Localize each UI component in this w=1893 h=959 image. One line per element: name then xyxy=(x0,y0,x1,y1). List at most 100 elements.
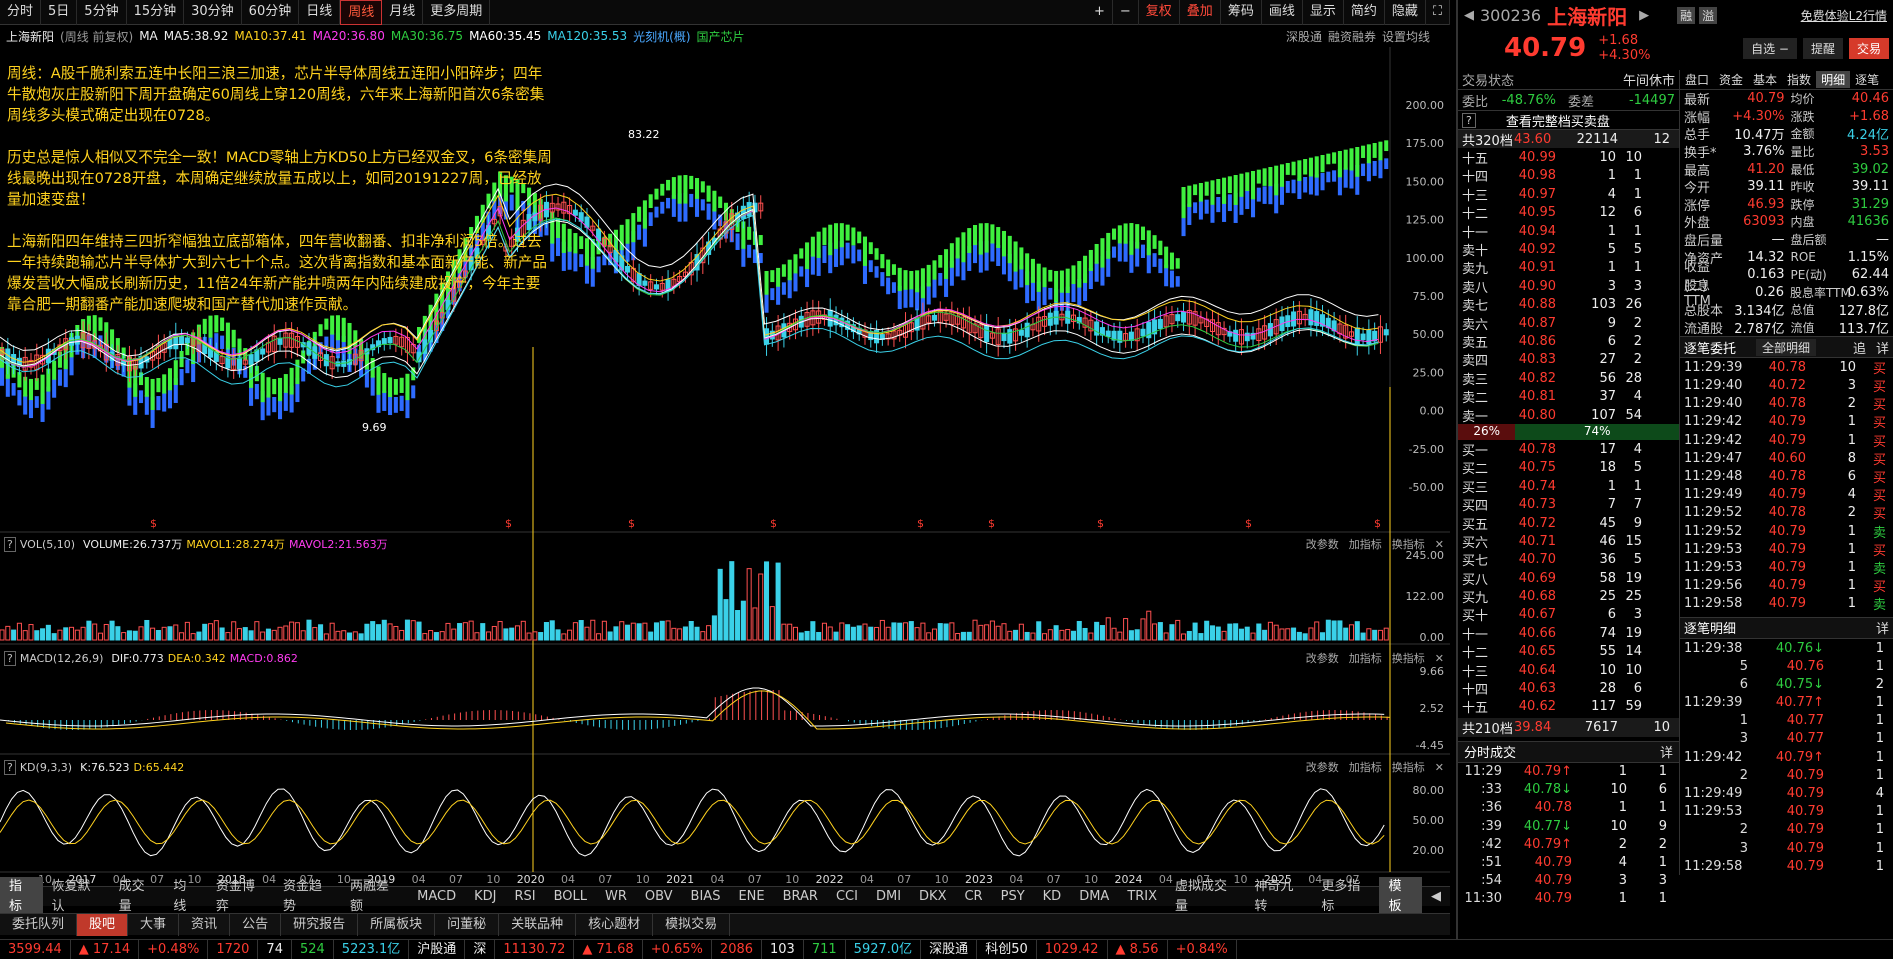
scroll-left-icon[interactable]: ◀ xyxy=(1431,888,1442,904)
info-tab[interactable]: 关联品种 xyxy=(499,913,577,936)
zbwt-row[interactable]: 11:29:42 40.79 1 买 xyxy=(1684,431,1889,450)
ask-row[interactable]: 卖五 40.86 6 2 xyxy=(1462,332,1675,351)
bid-row[interactable]: 买十 40.67 6 3 xyxy=(1462,606,1675,624)
period-tab[interactable]: 60分钟 xyxy=(242,0,300,25)
zbwt-chase-button[interactable]: 追 xyxy=(1852,341,1866,357)
info-tab[interactable]: 核心题材 xyxy=(576,913,654,936)
bid-row[interactable]: 买九 40.68 25 25 xyxy=(1462,587,1675,606)
concept-tag[interactable]: 光刻机(概) xyxy=(633,29,691,44)
zbwt-row[interactable]: 11:29:39 40.78 10 买 xyxy=(1684,358,1889,377)
ask-row[interactable]: 卖九 40.91 1 1 xyxy=(1462,259,1675,277)
indicator-tab[interactable]: 两融差额 xyxy=(350,878,390,914)
bid-row[interactable]: 买三 40.74 1 1 xyxy=(1462,477,1675,496)
huaxian-button[interactable]: 画线 xyxy=(1262,0,1303,25)
indicator-tab[interactable]: 资金趋势 xyxy=(282,878,322,914)
zbwt-row[interactable]: 11:29:56 40.79 1 买 xyxy=(1684,577,1889,595)
info-tab[interactable]: 所属板块 xyxy=(358,913,436,936)
zbwt-row[interactable]: 11:29:53 40.79 1 买 xyxy=(1684,540,1889,559)
zbwt-row[interactable]: 11:29:48 40.78 6 买 xyxy=(1684,467,1889,486)
bid-row[interactable]: 买四 40.73 7 7 xyxy=(1462,495,1675,514)
yincang-button[interactable]: 隐藏 xyxy=(1385,0,1426,25)
ask-row[interactable]: 十一 40.94 1 1 xyxy=(1462,222,1675,241)
indicator-tab[interactable]: CR xyxy=(964,888,983,904)
ask-row[interactable]: 卖七 40.88 103 26 xyxy=(1462,296,1675,314)
period-tab[interactable]: 15分钟 xyxy=(127,0,185,25)
ask-row[interactable]: 卖三 40.82 56 28 xyxy=(1462,369,1675,388)
jianyue-button[interactable]: 简约 xyxy=(1344,0,1385,25)
period-tab[interactable]: 30分钟 xyxy=(184,0,242,25)
zbwt-row[interactable]: 11:29:52 40.78 2 买 xyxy=(1684,504,1889,522)
indicator-tab[interactable]: 更多指标 xyxy=(1321,878,1361,914)
fscj-detail-button[interactable]: 详 xyxy=(1659,746,1673,761)
help-icon[interactable]: ? xyxy=(4,536,16,552)
pane-param-button[interactable]: 改参数 xyxy=(1305,761,1339,774)
indicator-tab[interactable]: 指标 xyxy=(0,876,43,917)
indicator-tab[interactable]: OBV xyxy=(644,888,673,904)
fscj-row[interactable]: :33 40.78↓ 10 6 xyxy=(1462,781,1675,799)
zbmx-detail-button[interactable]: 详 xyxy=(1875,622,1889,638)
period-tab[interactable]: 5日 xyxy=(41,0,78,25)
next-stock-icon[interactable]: ▶ xyxy=(1639,7,1650,23)
zbmx-row[interactable]: 3 40.79 1 xyxy=(1684,839,1889,857)
chouma-button[interactable]: 筹码 xyxy=(1221,0,1262,25)
ask-row[interactable]: 十三 40.97 4 1 xyxy=(1462,185,1675,204)
zbwt-row[interactable]: 11:29:49 40.79 4 买 xyxy=(1684,486,1889,504)
ask-row[interactable]: 卖八 40.90 3 3 xyxy=(1462,277,1675,296)
zbwt-row[interactable]: 11:29:40 40.78 2 买 xyxy=(1684,395,1889,413)
bid-row[interactable]: 买六 40.71 46 15 xyxy=(1462,532,1675,551)
indicator-tab[interactable]: BOLL xyxy=(553,888,587,904)
quote-tab[interactable]: 逐笔 xyxy=(1855,73,1880,87)
info-tab[interactable]: 模拟交易 xyxy=(653,913,731,936)
bid-row[interactable]: 十五 40.62 117 59 xyxy=(1462,698,1675,716)
zbwt-filter-select[interactable]: 全部明细 xyxy=(1756,338,1817,356)
indicator-tab[interactable]: WR xyxy=(605,888,627,904)
ask-row[interactable]: 卖一 40.80 107 54 xyxy=(1462,406,1675,425)
indicator-tab[interactable]: DMI xyxy=(875,888,902,904)
quote-tab[interactable]: 指数 xyxy=(1787,73,1812,87)
fscj-row[interactable]: :54 40.79 3 3 xyxy=(1462,872,1675,890)
help-icon[interactable]: ? xyxy=(4,650,16,666)
info-tab[interactable]: 股吧 xyxy=(77,913,129,936)
info-tab[interactable]: 委托队列 xyxy=(0,913,78,936)
zbmx-row[interactable]: 11:29:53 40.79 1 xyxy=(1684,803,1889,821)
zbwt-row[interactable]: 11:29:53 40.79 1 卖 xyxy=(1684,558,1889,577)
ask-row[interactable]: 卖二 40.81 37 4 xyxy=(1462,387,1675,406)
indicator-tab[interactable]: DKX xyxy=(919,888,947,904)
ask-row[interactable]: 十五 40.99 10 10 xyxy=(1462,148,1675,167)
indicator-tab[interactable]: 恢复默认 xyxy=(51,878,91,914)
indicator-tab[interactable]: 神奇九转 xyxy=(1254,878,1294,914)
pane-add-button[interactable]: 加指标 xyxy=(1348,761,1382,774)
indicator-tab[interactable]: ENE xyxy=(738,888,765,904)
ask-row[interactable]: 卖十 40.92 5 5 xyxy=(1462,240,1675,259)
indicator-tab[interactable]: RSI xyxy=(514,888,536,904)
bid-row[interactable]: 十四 40.63 28 6 xyxy=(1462,679,1675,698)
close-icon[interactable]: ✕ xyxy=(1434,537,1444,551)
zbwt-row[interactable]: 11:29:52 40.79 1 卖 xyxy=(1684,522,1889,541)
fscj-row[interactable]: :36 40.78 1 1 xyxy=(1462,799,1675,817)
fscj-row[interactable]: :51 40.79 4 1 xyxy=(1462,853,1675,871)
indicator-tab[interactable]: MACD xyxy=(417,888,457,904)
zbmx-row[interactable]: 11:29:38 40.76↓ 1 xyxy=(1684,639,1889,657)
zbwt-detail-button[interactable]: 详 xyxy=(1875,341,1889,357)
zbmx-row[interactable]: 2 40.79 1 xyxy=(1684,821,1889,839)
indicator-tab[interactable]: KD xyxy=(1042,888,1062,904)
zbmx-row[interactable]: 11:29:42 40.79↑ 1 xyxy=(1684,748,1889,766)
minus-icon[interactable]: − xyxy=(1113,0,1139,25)
plus-icon[interactable]: + xyxy=(1087,0,1113,25)
quote-tab[interactable]: 基本 xyxy=(1753,73,1778,87)
help-icon[interactable]: ? xyxy=(1462,112,1476,128)
zbwt-row[interactable]: 11:29:58 40.79 1 卖 xyxy=(1684,595,1889,613)
fscj-row[interactable]: 11:29 40.79↑ 1 1 xyxy=(1462,763,1675,781)
fscj-row[interactable]: :42 40.79↑ 2 2 xyxy=(1462,835,1675,853)
bid-row[interactable]: 十二 40.65 55 14 xyxy=(1462,643,1675,661)
zbmx-row[interactable]: 3 40.77 1 xyxy=(1684,730,1889,748)
fscj-row[interactable]: :39 40.77↓ 10 9 xyxy=(1462,817,1675,835)
pane-switch-button[interactable]: 换指标 xyxy=(1391,538,1425,551)
kline-chart[interactable]: 200.00175.00150.00125.00100.0075.0050.00… xyxy=(0,47,1450,887)
quote-tab[interactable]: 盘口 xyxy=(1685,73,1710,87)
info-tab[interactable]: 大事 xyxy=(128,913,180,936)
indicator-tab[interactable]: BIAS xyxy=(690,888,721,904)
close-icon[interactable]: ✕ xyxy=(1434,651,1444,665)
indicator-tab[interactable]: TRIX xyxy=(1127,888,1158,904)
diejia-button[interactable]: 叠加 xyxy=(1180,0,1221,25)
